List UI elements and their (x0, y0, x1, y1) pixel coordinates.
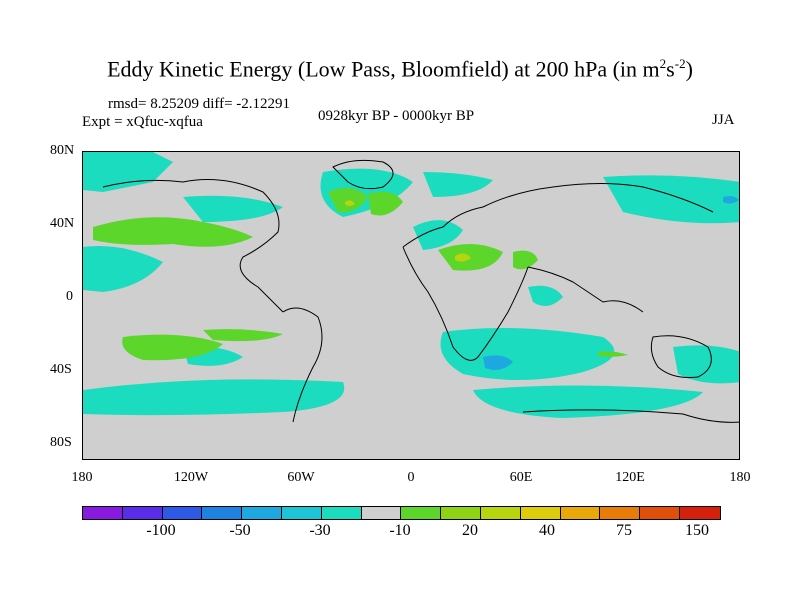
colorbar-swatch-12 (560, 507, 601, 519)
colorbar-swatch-3 (202, 507, 243, 519)
colorbar-label-minus50: -50 (229, 522, 251, 539)
experiment-label: Expt = xQfuc-xqfua (82, 114, 203, 130)
colorbar-swatch-0 (83, 507, 123, 519)
colorbar-label-minus30: -30 (309, 522, 331, 539)
anomaly-blue-regions (483, 196, 739, 370)
period-label: 0928kyr BP - 0000kyr BP (318, 108, 475, 124)
lon-label-180w: 180 (71, 470, 93, 485)
stats-text: rmsd= 8.25209 diff= -2.12291 (108, 96, 291, 112)
lon-label-180e: 180 (729, 470, 751, 485)
colorbar-swatch-5 (281, 507, 322, 519)
title-close: ) (685, 56, 693, 82)
map-title: Eddy Kinetic Energy (Low Pass, Bloomfiel… (0, 56, 800, 82)
colorbar-swatch-15 (679, 507, 720, 519)
colorbar-label-20: 20 (462, 522, 478, 539)
colorbar-label-40: 40 (539, 522, 555, 539)
lon-label-120e: 120E (615, 470, 645, 485)
map-panel (82, 151, 740, 460)
anomaly-yellowgreen-regions (345, 200, 471, 262)
lat-label-40s: 40S (50, 362, 72, 377)
anomaly-cyan-regions (83, 152, 739, 418)
colorbar-label-minus100: -100 (146, 522, 176, 539)
colorbar (82, 506, 721, 520)
colorbar-swatch-6 (321, 507, 362, 519)
title-s: s (666, 56, 675, 82)
lat-label-40n: 40N (50, 216, 75, 231)
anomaly-green-regions (93, 188, 628, 361)
colorbar-swatch-1 (122, 507, 163, 519)
colorbar-swatch-7 (361, 507, 402, 519)
lon-label-0: 0 (407, 470, 415, 485)
lat-label-0: 0 (66, 289, 73, 304)
colorbar-swatch-11 (520, 507, 561, 519)
colorbar-label-150: 150 (685, 522, 709, 539)
lon-label-60w: 60W (287, 470, 315, 485)
lon-label-60e: 60E (509, 470, 533, 485)
colorbar-swatch-8 (401, 507, 442, 519)
lat-label-80n: 80N (50, 143, 75, 158)
title-sup-minus2: -2 (674, 56, 686, 71)
colorbar-swatch-13 (600, 507, 641, 519)
coastlines (102, 159, 739, 423)
season-label: JJA (712, 112, 735, 128)
title-text: Eddy Kinetic Energy (Low Pass, Bloomfiel… (107, 56, 660, 82)
lon-label-120w: 120W (173, 470, 209, 485)
colorbar-swatch-14 (640, 507, 680, 519)
colorbar-swatch-4 (242, 507, 282, 519)
colorbar-swatch-2 (162, 507, 203, 519)
colorbar-swatch-10 (480, 507, 521, 519)
map-svg (83, 152, 739, 423)
colorbar-label-75: 75 (616, 522, 632, 539)
colorbar-swatch-9 (441, 507, 481, 519)
title-sup-2: 2 (659, 56, 667, 71)
lat-label-80s: 80S (50, 435, 72, 450)
colorbar-label-minus10: -10 (389, 522, 411, 539)
